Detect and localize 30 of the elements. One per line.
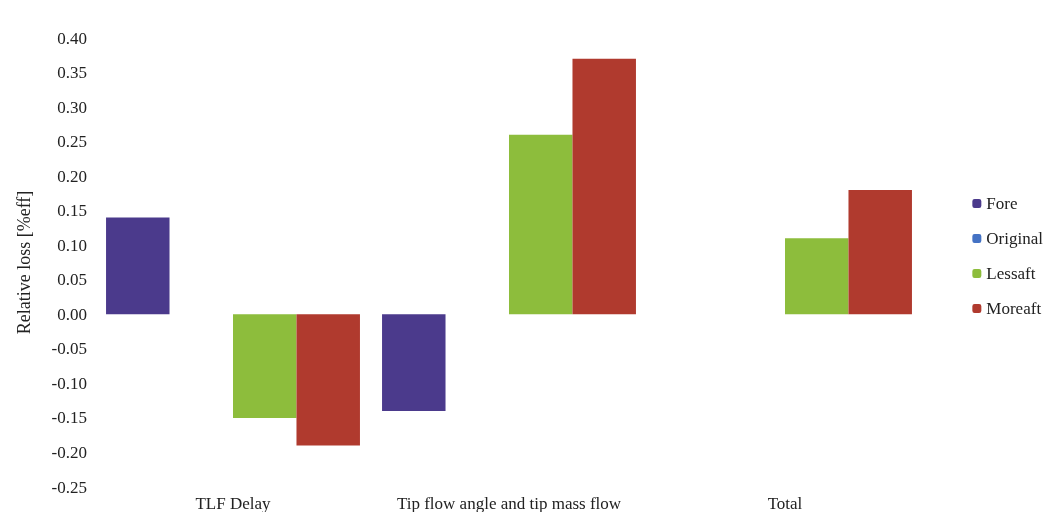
y-tick-label: 0.30: [57, 97, 87, 117]
bar: [572, 58, 636, 315]
legend-label: Moreaft: [986, 299, 1042, 318]
x-tick-label: Tip flow angle and tip mass flow: [396, 494, 622, 512]
bar: [785, 238, 849, 315]
y-tick-label: -0.25: [51, 477, 87, 497]
legend-label: Original: [986, 229, 1044, 248]
legend-label: Fore: [986, 194, 1018, 213]
y-tick-label: 0.20: [57, 166, 87, 186]
legend-label: Lessaft: [986, 264, 1036, 283]
bar: [848, 189, 912, 315]
x-tick-label: Total: [767, 494, 803, 512]
x-tick-label: TLF Delay: [195, 494, 272, 512]
y-tick-label: -0.15: [51, 408, 87, 428]
bar: [106, 217, 170, 315]
y-tick-label: 0.10: [57, 235, 87, 255]
y-tick-label: 0.25: [57, 132, 87, 152]
y-tick-label: -0.20: [51, 442, 87, 462]
y-tick-label: 0.05: [57, 270, 87, 290]
y-tick-label: 0.15: [57, 201, 87, 221]
bar: [382, 314, 446, 412]
bar: [509, 134, 573, 315]
y-tick-label: -0.05: [51, 339, 87, 359]
bar: [233, 314, 297, 418]
y-tick-label: 0.00: [57, 304, 87, 324]
y-axis-title: Relative loss [%eff]: [14, 190, 34, 335]
y-tick-label: -0.10: [51, 373, 87, 393]
y-tick-label: 0.40: [57, 28, 87, 48]
y-tick-label: 0.35: [57, 63, 87, 83]
bar: [296, 314, 360, 446]
